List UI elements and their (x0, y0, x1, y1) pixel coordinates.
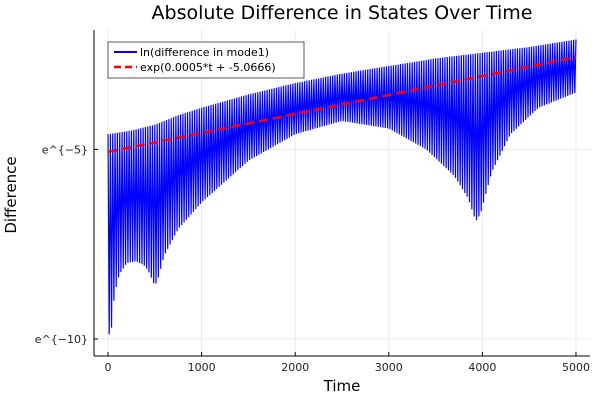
series-line-fit (107, 55, 577, 154)
x-tick-label: 5000 (562, 361, 590, 374)
x-axis-title: Time (323, 377, 361, 395)
y-axis-title: Difference (2, 156, 20, 233)
x-tick-label: 1000 (188, 361, 216, 374)
legend-label-mode1: ln(difference in mode1) (140, 46, 269, 59)
x-tick-label: 2000 (281, 361, 309, 374)
y-tick-label: e^{−10} (35, 333, 88, 346)
x-tick-label: 4000 (468, 361, 496, 374)
y-tick-label: e^{−5} (42, 143, 88, 156)
legend-label-fit: exp(0.0005*t + -5.0666) (140, 61, 276, 74)
axes-layer: 0 1000 2000 3000 4000 5000 e^{−10} e^{−5} (35, 30, 590, 374)
legend-box (107, 41, 305, 79)
x-tick-label: 0 (105, 361, 112, 374)
x-tick-label: 3000 (375, 361, 403, 374)
series-layer (107, 39, 577, 335)
legend: ln(difference in mode1) exp(0.0005*t + -… (107, 41, 305, 79)
series-line-mode1 (107, 39, 577, 335)
chart-title: Absolute Difference in States Over Time (152, 2, 533, 24)
